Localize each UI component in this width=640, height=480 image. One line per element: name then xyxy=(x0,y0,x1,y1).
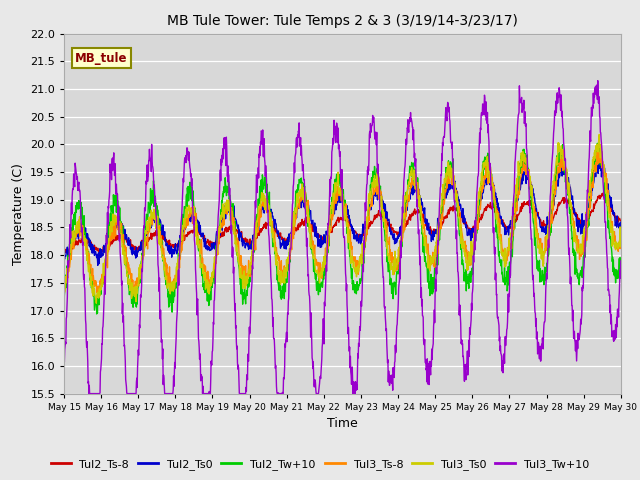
Legend: Tul2_Ts-8, Tul2_Ts0, Tul2_Tw+10, Tul3_Ts-8, Tul3_Ts0, Tul3_Tw+10: Tul2_Ts-8, Tul2_Ts0, Tul2_Tw+10, Tul3_Ts… xyxy=(46,455,594,474)
X-axis label: Time: Time xyxy=(327,417,358,430)
Text: MB_tule: MB_tule xyxy=(75,51,127,65)
Y-axis label: Temperature (C): Temperature (C) xyxy=(12,163,24,264)
Title: MB Tule Tower: Tule Temps 2 & 3 (3/19/14-3/23/17): MB Tule Tower: Tule Temps 2 & 3 (3/19/14… xyxy=(167,14,518,28)
